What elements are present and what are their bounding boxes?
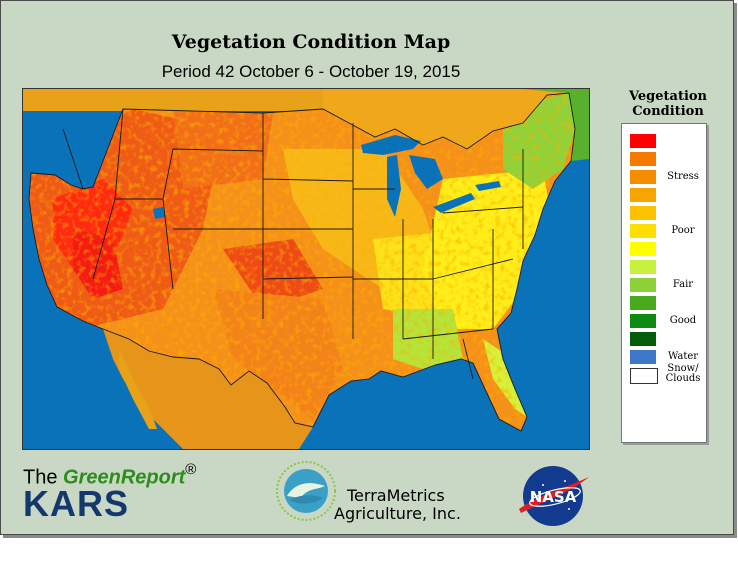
registered-mark: ® [185, 461, 197, 478]
legend-swatch [630, 368, 658, 384]
lake-huron [409, 155, 443, 189]
legend-swatch [630, 278, 656, 292]
legend-swatch [630, 332, 656, 346]
legend-swatch [630, 314, 656, 328]
canada-maritimes [523, 89, 589, 161]
terrametrics-logo-icon [276, 461, 336, 521]
legend-label: Poor [671, 225, 695, 236]
canada-land-east [323, 89, 589, 149]
greenreport-prefix: The [23, 466, 64, 489]
greenreport-logo: The GreenReport® [23, 461, 197, 490]
lake-superior [361, 135, 421, 155]
lake-erie [433, 193, 475, 213]
legend-swatch [630, 170, 656, 184]
legend-label: Water [667, 351, 699, 362]
kars-logo: KARS [23, 483, 130, 524]
lake-michigan [387, 155, 401, 217]
legend-swatch [630, 242, 656, 256]
nasa-logo-text: NASA [530, 488, 577, 506]
baja-california [119, 349, 157, 429]
legend-swatch [630, 350, 656, 364]
mexico-land [103, 329, 313, 449]
legend-swatch [630, 224, 656, 238]
legend-label: Snow/Clouds [665, 363, 701, 384]
legend-label: Fair [672, 279, 694, 290]
legend-swatch [630, 152, 656, 166]
legend-title-line2: Condition [632, 104, 704, 119]
vegetation-texture [29, 93, 575, 431]
map-title: Vegetation Condition Map [171, 31, 451, 53]
legend-title-line1: Vegetation [628, 89, 708, 104]
terrametrics-subtitle: Agriculture, Inc. [334, 504, 461, 523]
lake-ontario [475, 181, 501, 191]
greenreport-name: GreenReport [63, 466, 186, 489]
legend-swatch [630, 260, 656, 274]
legend-swatch [630, 296, 656, 310]
legend-box: Stress Poor Fair Good Water Snow/Clouds [621, 123, 707, 443]
great-salt-lake [153, 207, 165, 219]
legend-title: Vegetation Condition [615, 89, 721, 119]
legend-swatch [630, 134, 656, 148]
terrametrics-name: TerraMetrics [347, 486, 445, 505]
map-subtitle: Period 42 October 6 - October 19, 2015 [161, 62, 461, 81]
legend-label: Good [669, 315, 697, 326]
legend-swatch [630, 188, 656, 202]
map-frame: Vegetation Condition Map Period 42 Octob… [0, 0, 734, 535]
nasa-logo-icon: NASA [519, 466, 589, 526]
legend-label: Stress [667, 171, 699, 182]
legend-swatch [630, 206, 656, 220]
us-map-svg [23, 89, 589, 449]
vegetation-map [22, 88, 590, 450]
state-boundaries [28, 92, 576, 432]
